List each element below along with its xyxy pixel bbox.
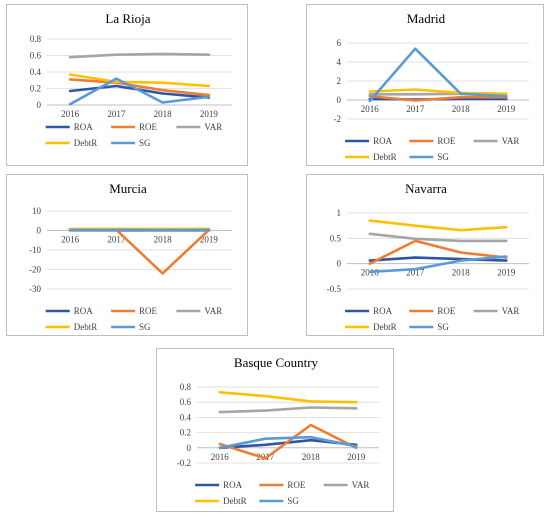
legend-label-debtr: DebtR <box>373 152 397 162</box>
chart-title: Navarra <box>405 181 447 196</box>
series-line-roe <box>68 228 211 275</box>
chart-title: Basque Country <box>234 355 319 370</box>
x-tick-label: 2016 <box>361 104 380 114</box>
series-line-sg <box>368 47 508 103</box>
y-tick-label: 0.6 <box>30 51 42 61</box>
y-tick-label: 6 <box>337 38 342 48</box>
series-line-sg <box>68 77 211 106</box>
y-tick-label: 0 <box>337 259 342 269</box>
x-tick-label: 2019 <box>497 104 516 114</box>
y-tick-label: 0.8 <box>180 382 192 392</box>
y-tick-label: 0.4 <box>180 412 192 422</box>
y-tick-label: 10 <box>32 206 42 216</box>
y-tick-label: 0 <box>187 443 192 453</box>
legend-label-debtr: DebtR <box>74 322 98 332</box>
chart-madrid: Madrid -2 0 2 4 6 2016 2017 2018 2019 ROA ROE VAR Deb… <box>334 11 529 162</box>
chart-la-rioja: La Rioja 0 0.2 0.4 0.6 0.8 2016 2017 2018 2019 ROA… <box>30 11 232 148</box>
x-tick-label: 2019 <box>497 268 516 278</box>
legend-label-var: VAR <box>204 306 222 316</box>
legend-label-var: VAR <box>352 480 370 490</box>
legend-label-sg: SG <box>139 322 151 332</box>
y-tick-label: -10 <box>29 245 41 255</box>
y-tick-label: 1 <box>337 208 342 218</box>
chart-title: Murcia <box>109 181 147 196</box>
y-tick-label: 0.6 <box>180 397 192 407</box>
legend-label-var: VAR <box>204 122 222 132</box>
legend-label-roe: ROE <box>139 122 158 132</box>
legend-label-roe: ROE <box>437 136 456 146</box>
x-tick-label: 2017 <box>107 109 126 119</box>
legend-label-roe: ROE <box>287 480 306 490</box>
y-tick-label: 0 <box>37 226 42 236</box>
y-tick-label: -30 <box>29 284 41 294</box>
x-tick-label: 2018 <box>452 268 471 278</box>
legend-label-var: VAR <box>502 306 520 316</box>
y-tick-label: 0.4 <box>30 67 42 77</box>
series-line-var <box>68 52 211 59</box>
x-tick-label: 2016 <box>61 109 80 119</box>
series-line-sg <box>218 435 358 450</box>
y-tick-label: 0.5 <box>330 233 342 243</box>
legend-label-sg: SG <box>437 152 449 162</box>
y-tick-label: -0.5 <box>327 284 342 294</box>
x-tick-label: 2018 <box>154 235 173 245</box>
chart-panel-navarra: Navarra -0.5 0 0.5 1 2016 2017 2018 2019 ROA ROE VA… <box>306 174 544 336</box>
x-tick-label: 2019 <box>200 235 219 245</box>
y-tick-label: -20 <box>29 265 41 275</box>
legend-label-debtr: DebtR <box>373 322 397 332</box>
y-tick-label: -0.2 <box>177 458 191 468</box>
legend-label-sg: SG <box>139 138 151 148</box>
chart-panel-murcia: Murcia -30 -20 -10 0 10 2016 2017 2018 2019 ROA ROE… <box>6 174 248 336</box>
legend-label-roa: ROA <box>223 480 243 490</box>
series-line-debtr <box>68 73 211 88</box>
chart-title: La Rioja <box>105 11 150 26</box>
series-line-debtr <box>218 390 358 404</box>
legend-label-roe: ROE <box>139 306 158 316</box>
y-tick-label: 0 <box>37 100 42 110</box>
y-tick-label: 0 <box>337 95 342 105</box>
series-line-sg <box>368 255 508 274</box>
y-tick-label: 0.2 <box>180 428 191 438</box>
series-line-debtr <box>368 88 508 96</box>
chart-panel-madrid: Madrid -2 0 2 4 6 2016 2017 2018 2019 ROA ROE VAR Deb… <box>306 4 544 166</box>
series-line-var <box>368 232 508 243</box>
legend-label-var: VAR <box>502 136 520 146</box>
chart-title: Madrid <box>407 11 446 26</box>
y-tick-label: 0.8 <box>30 34 42 44</box>
legend-label-roa: ROA <box>373 306 393 316</box>
series-line-roe <box>68 78 211 97</box>
series-line-roe <box>368 94 508 102</box>
chart-murcia: Murcia -30 -20 -10 0 10 2016 2017 2018 2019 ROA ROE… <box>29 181 232 332</box>
legend-label-debtr: DebtR <box>74 138 98 148</box>
legend-label-roa: ROA <box>74 306 94 316</box>
y-tick-label: 4 <box>337 57 342 67</box>
x-tick-label: 2016 <box>61 235 80 245</box>
x-tick-label: 2017 <box>406 104 425 114</box>
x-tick-label: 2019 <box>200 109 219 119</box>
series-line-var <box>218 406 358 414</box>
x-tick-label: 2017 <box>107 235 126 245</box>
series-line-roe <box>368 239 508 265</box>
x-tick-label: 2018 <box>302 452 321 462</box>
series-line-debtr <box>368 219 508 232</box>
y-tick-label: -2 <box>334 114 342 124</box>
x-tick-label: 2018 <box>452 104 471 114</box>
x-tick-label: 2018 <box>154 109 173 119</box>
legend-label-sg: SG <box>437 322 449 332</box>
legend-label-roe: ROE <box>437 306 456 316</box>
legend-label-roa: ROA <box>373 136 393 146</box>
x-tick-label: 2019 <box>347 452 366 462</box>
legend-label-debtr: DebtR <box>223 496 247 506</box>
y-tick-label: 2 <box>337 76 342 86</box>
x-tick-label: 2017 <box>406 268 425 278</box>
chart-panel-basque-country: Basque Country -0.2 0 0.2 0.4 0.6 0.8 2016 2017 2… <box>156 348 394 512</box>
legend-label-roa: ROA <box>74 122 94 132</box>
chart-panel-la-rioja: La Rioja 0 0.2 0.4 0.6 0.8 2016 2017 2018 2019 ROA… <box>6 4 248 166</box>
y-tick-label: 0.2 <box>30 84 41 94</box>
x-tick-label: 2016 <box>211 452 230 462</box>
series-line-roe <box>218 423 358 460</box>
legend-label-sg: SG <box>287 496 299 506</box>
